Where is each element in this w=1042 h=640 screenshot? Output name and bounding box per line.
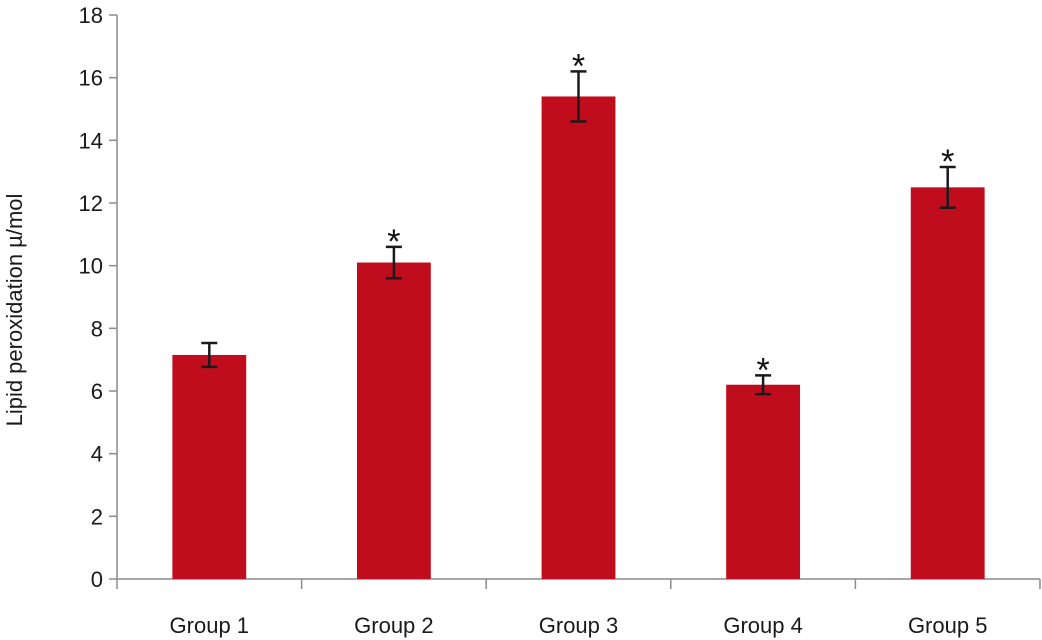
y-tick-label: 0: [91, 567, 103, 592]
y-axis-title: Lipid peroxidation µ/mol: [2, 194, 27, 427]
x-tick-labels: Group 1 Group 2 Group 3 Group 4 Group 5: [170, 613, 988, 638]
y-tick-label: 10: [79, 254, 103, 279]
y-tick-label: 4: [91, 442, 103, 467]
error-bars: [201, 70, 956, 396]
y-tick-label: 16: [79, 66, 103, 91]
y-tick-label: 2: [91, 504, 103, 529]
y-tick-label: 6: [91, 379, 103, 404]
significance-markers: * * * *: [387, 47, 954, 389]
significance-label: *: [572, 47, 585, 85]
x-tick-label: Group 3: [539, 613, 619, 638]
bars: [172, 96, 985, 580]
significance-label: *: [941, 143, 954, 181]
x-tick-label: Group 5: [908, 613, 988, 638]
x-tick-label: Group 2: [354, 613, 434, 638]
error-bar: [939, 165, 956, 209]
y-tick-label: 12: [79, 191, 103, 216]
bar: [356, 262, 431, 579]
significance-label: *: [387, 223, 400, 261]
y-tick-label: 18: [79, 3, 103, 28]
y-tick-labels: 0 2 4 6 8 10 12 14 16 18: [79, 3, 103, 592]
x-tick-label: Group 4: [723, 613, 803, 638]
bar: [541, 96, 616, 579]
significance-label: *: [756, 351, 769, 389]
error-bar: [570, 70, 587, 123]
error-bar: [201, 341, 218, 369]
bar: [726, 384, 801, 579]
y-tick-label: 8: [91, 316, 103, 341]
error-bar: [755, 374, 772, 396]
bar: [910, 187, 985, 580]
bar: [172, 354, 247, 579]
y-tick-label: 14: [79, 128, 103, 153]
axes: [109, 14, 1041, 589]
x-tick-label: Group 1: [170, 613, 250, 638]
error-bar: [385, 245, 402, 280]
